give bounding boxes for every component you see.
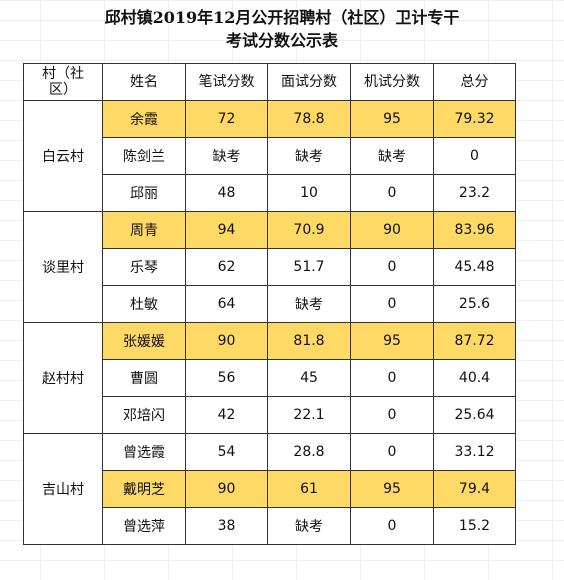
cell-name: 戴明芝 — [102, 470, 186, 508]
header-row: 村（社 区） 姓名 笔试分数 面试分数 机试分数 总分 — [23, 63, 516, 101]
cell-name: 邓培闪 — [102, 396, 186, 434]
cell-computer: 95 — [350, 100, 434, 138]
header-computer: 机试分数 — [350, 63, 434, 101]
cell-written: 54 — [185, 433, 268, 471]
cell-interview: 61 — [267, 470, 351, 508]
cell-name: 邱丽 — [102, 174, 186, 212]
cell-name: 周青 — [102, 211, 186, 249]
cell-name: 余霞 — [102, 100, 186, 138]
score-table-body: 白云村 余霞 72 78.8 95 79.32 陈剑兰 缺考 缺考 缺考 0 邱丽 48 10 0 23.2 谈… — [23, 100, 516, 545]
cell-computer: 0 — [350, 507, 434, 545]
cell-village: 谈里村 — [23, 211, 103, 323]
cell-computer: 0 — [350, 396, 434, 434]
cell-interview: 28.8 — [267, 433, 351, 471]
cell-name: 张媛媛 — [102, 322, 186, 360]
table-row: 邓培闪 42 22.1 0 25.64 — [24, 396, 516, 434]
cell-written: 缺考 — [185, 137, 268, 175]
cell-interview: 78.8 — [267, 100, 351, 138]
cell-computer: 0 — [350, 433, 434, 471]
cell-interview: 10 — [267, 174, 351, 212]
cell-interview: 45 — [267, 359, 351, 397]
cell-interview: 70.9 — [267, 211, 351, 249]
cell-name: 曹圆 — [102, 359, 186, 397]
cell-total: 0 — [433, 137, 516, 175]
cell-total: 79.32 — [433, 100, 516, 138]
cell-written: 72 — [185, 100, 268, 138]
header-village: 村（社 区） — [23, 63, 103, 101]
header-village-line-2: 区） — [49, 82, 77, 98]
cell-interview: 缺考 — [267, 507, 351, 545]
cell-interview: 缺考 — [267, 285, 351, 323]
cell-written: 38 — [185, 507, 268, 545]
cell-total: 25.6 — [433, 285, 516, 323]
header-village-line-1: 村（社 — [42, 66, 84, 82]
table-row: 赵村村 张媛媛 90 81.8 95 87.72 — [23, 322, 516, 434]
cell-total: 15.2 — [433, 507, 516, 545]
table-row: 吉山村 曾选霞 54 28.8 0 33.12 — [23, 433, 516, 545]
cell-written: 90 — [185, 470, 268, 508]
table-row: 戴明芝 90 61 95 79.4 — [24, 470, 516, 508]
cell-written: 62 — [185, 248, 268, 286]
cell-total: 45.48 — [433, 248, 516, 286]
cell-total: 79.4 — [433, 470, 516, 508]
table-row: 乐琴 62 51.7 0 45.48 — [24, 248, 516, 286]
cell-name: 杜敏 — [102, 285, 186, 323]
cell-computer: 0 — [350, 359, 434, 397]
cell-interview: 缺考 — [267, 137, 351, 175]
cell-total: 87.72 — [433, 322, 516, 360]
cell-interview: 51.7 — [267, 248, 351, 286]
cell-name: 乐琴 — [102, 248, 186, 286]
header-name: 姓名 — [102, 63, 186, 101]
page-title: 邱村镇2019年12月公开招聘村（社区）卫计专干 考试分数公示表 — [0, 6, 564, 52]
cell-interview: 22.1 — [267, 396, 351, 434]
score-table: 村（社 区） 姓名 笔试分数 面试分数 机试分数 总分 白云村 余霞 72 78.8 9… — [23, 63, 516, 545]
cell-village: 白云村 — [23, 100, 103, 212]
cell-name: 陈剑兰 — [102, 137, 186, 175]
cell-computer: 缺考 — [350, 137, 434, 175]
table-row: 白云村 余霞 72 78.8 95 79.32 — [23, 100, 516, 212]
table-row: 谈里村 周青 94 70.9 90 83.96 — [23, 211, 516, 323]
table-row: 陈剑兰 缺考 缺考 缺考 0 — [24, 137, 516, 175]
cell-interview: 81.8 — [267, 322, 351, 360]
cell-village: 赵村村 — [23, 322, 103, 434]
cell-computer: 0 — [350, 174, 434, 212]
cell-name: 曾选霞 — [102, 433, 186, 471]
cell-computer: 95 — [350, 322, 434, 360]
cell-total: 83.96 — [433, 211, 516, 249]
cell-written: 56 — [185, 359, 268, 397]
cell-written: 64 — [185, 285, 268, 323]
table-row: 杜敏 64 缺考 0 25.6 — [24, 285, 516, 323]
title-line-1: 邱村镇2019年12月公开招聘村（社区）卫计专干 — [104, 8, 460, 27]
cell-computer: 0 — [350, 248, 434, 286]
cell-written: 90 — [185, 322, 268, 360]
title-line-2: 考试分数公示表 — [225, 31, 338, 50]
cell-written: 48 — [185, 174, 268, 212]
cell-computer: 95 — [350, 470, 434, 508]
header-written: 笔试分数 — [185, 63, 268, 101]
cell-total: 25.64 — [433, 396, 516, 434]
cell-written: 42 — [185, 396, 268, 434]
cell-total: 23.2 — [433, 174, 516, 212]
header-total: 总分 — [433, 63, 516, 101]
table-row: 曾选萍 38 缺考 0 15.2 — [24, 507, 516, 545]
cell-village: 吉山村 — [23, 433, 103, 545]
cell-computer: 0 — [350, 285, 434, 323]
header-interview: 面试分数 — [267, 63, 351, 101]
cell-total: 40.4 — [433, 359, 516, 397]
cell-computer: 90 — [350, 211, 434, 249]
cell-total: 33.12 — [433, 433, 516, 471]
table-row: 曹圆 56 45 0 40.4 — [24, 359, 516, 397]
cell-written: 94 — [185, 211, 268, 249]
cell-name: 曾选萍 — [102, 507, 186, 545]
